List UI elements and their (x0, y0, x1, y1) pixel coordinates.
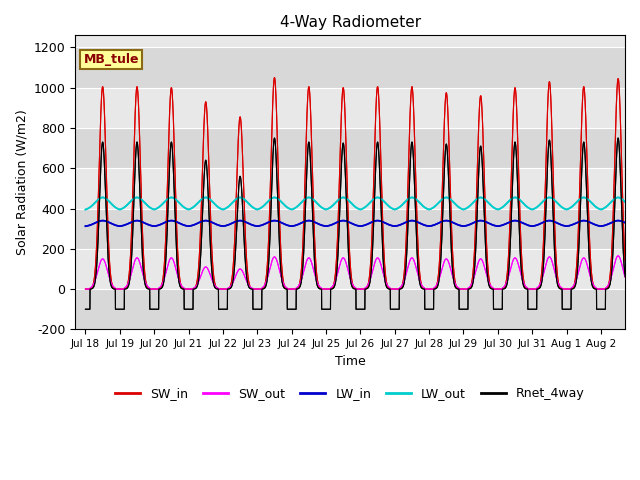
LW_out (82, 207, 90, 213)
SW_out (614, 253, 622, 259)
SW_in (632, 286, 639, 292)
LW_in (486, 221, 493, 227)
Line: Rnet_4way: Rnet_4way (86, 138, 636, 319)
LW_in (100, 218, 108, 224)
Rnet_4way (100, 160, 108, 166)
SW_out (556, 282, 563, 288)
LW_out (632, 208, 639, 214)
Line: LW_out: LW_out (86, 197, 636, 211)
LW_out (99, 194, 106, 200)
LW_out (556, 202, 563, 208)
Rnet_4way (556, 285, 563, 291)
LW_in (349, 221, 357, 227)
Rnet_4way (349, 286, 357, 291)
X-axis label: Time: Time (335, 355, 365, 368)
LW_out (349, 202, 357, 208)
SW_in (271, 75, 278, 81)
SW_out (291, 286, 299, 292)
Bar (75, 289, 625, 329)
Rnet_4way (291, 306, 299, 312)
SW_in (100, 107, 108, 113)
SW_out (388, 286, 396, 292)
SW_in (291, 286, 299, 292)
Rnet_4way (82, 306, 90, 312)
LW_out (388, 205, 396, 211)
SW_out (349, 283, 357, 288)
SW_out (100, 258, 108, 264)
SW_out (486, 281, 493, 287)
LW_in (82, 223, 90, 229)
Bar (75, 249, 625, 289)
SW_in (486, 281, 493, 287)
Text: MB_tule: MB_tule (83, 53, 139, 66)
Rnet_4way (486, 285, 493, 290)
Bar (75, 128, 625, 168)
Y-axis label: Solar Radiation (W/m2): Solar Radiation (W/m2) (15, 109, 28, 255)
LW_in (99, 218, 106, 224)
Bar (75, 208, 625, 249)
Line: LW_in: LW_in (86, 221, 636, 227)
Rnet_4way (632, 306, 639, 312)
LW_in (556, 221, 563, 227)
SW_out (632, 286, 639, 292)
Bar (75, 48, 625, 88)
LW_out (291, 205, 299, 211)
SW_in (556, 283, 563, 288)
SW_in (349, 283, 357, 289)
Line: SW_out: SW_out (86, 256, 636, 289)
Bar (75, 88, 625, 128)
LW_out (486, 202, 493, 207)
LW_in (632, 224, 639, 229)
SW_out (82, 286, 90, 292)
LW_in (291, 223, 299, 228)
Bar (75, 168, 625, 208)
Rnet_4way (614, 135, 622, 141)
Title: 4-Way Radiometer: 4-Way Radiometer (280, 15, 420, 30)
Rnet_4way (627, 316, 635, 322)
SW_in (82, 286, 90, 292)
LW_in (388, 223, 396, 228)
SW_in (388, 286, 396, 292)
LW_out (100, 195, 108, 201)
Legend: SW_in, SW_out, LW_in, LW_out, Rnet_4way: SW_in, SW_out, LW_in, LW_out, Rnet_4way (110, 383, 590, 406)
Line: SW_in: SW_in (86, 78, 636, 289)
Rnet_4way (388, 306, 396, 312)
